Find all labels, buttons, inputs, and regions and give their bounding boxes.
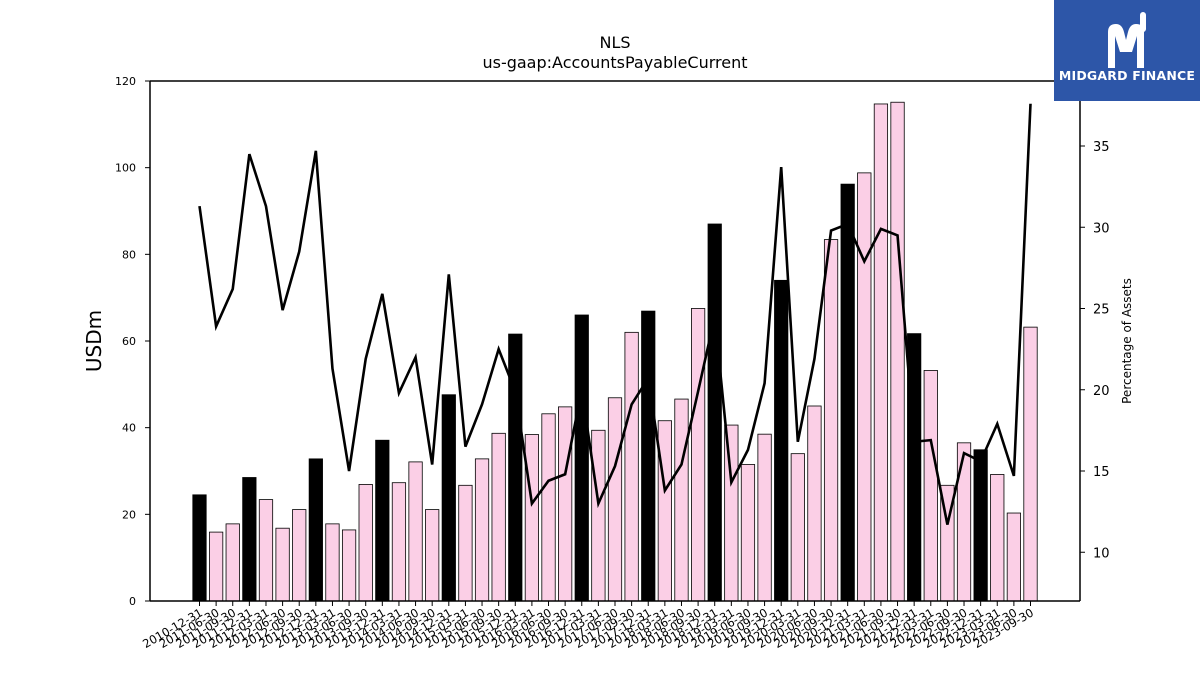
bar	[574, 314, 589, 602]
bar	[624, 331, 639, 602]
y2-tick-label: 15	[1093, 465, 1110, 480]
bar	[375, 439, 390, 602]
bar	[1023, 326, 1038, 602]
bar	[607, 397, 623, 602]
bar	[242, 477, 257, 602]
bar	[391, 482, 407, 602]
bar	[491, 432, 506, 602]
y2-tick-label: 10	[1093, 546, 1110, 561]
bar	[990, 474, 1005, 602]
chart-title: NLS	[599, 33, 630, 52]
bar	[508, 333, 523, 602]
bar	[757, 433, 772, 602]
y-tick-label: 80	[122, 248, 136, 261]
bar	[358, 484, 373, 602]
bar	[209, 531, 224, 602]
bar	[691, 308, 706, 602]
y-tick-label: 0	[129, 595, 136, 608]
y-tick-label: 60	[122, 335, 136, 348]
y-tick-label: 40	[122, 422, 136, 435]
bar	[807, 405, 822, 602]
brand-logo: MIDGARD FINANCE	[1054, 0, 1200, 101]
bar	[524, 434, 540, 602]
y2-tick-label: 30	[1093, 221, 1110, 236]
bar	[292, 509, 307, 602]
bar	[441, 394, 456, 602]
bar	[857, 172, 872, 602]
bar	[591, 429, 606, 602]
bar	[790, 453, 805, 602]
bar	[657, 420, 672, 602]
bar	[192, 494, 207, 602]
bar	[541, 413, 556, 602]
bar	[973, 449, 988, 602]
bar	[1006, 512, 1021, 602]
bar	[674, 398, 689, 602]
bar	[258, 499, 274, 602]
bar	[641, 310, 656, 602]
bar	[823, 239, 839, 602]
y2-axis-label: Percentage of Assets	[1120, 278, 1134, 404]
logo-text: MIDGARD FINANCE	[1058, 68, 1196, 83]
bar	[325, 523, 340, 602]
y2-tick-label: 35	[1093, 140, 1110, 155]
y-axis-label: USDm	[82, 310, 106, 372]
bar	[558, 406, 573, 602]
bar	[408, 461, 423, 602]
line-series-percentage-of-assets	[198, 103, 1032, 525]
bar	[840, 183, 855, 602]
bar	[308, 458, 323, 602]
bar	[774, 279, 789, 602]
bar	[341, 529, 357, 602]
bar	[275, 527, 290, 602]
y-tick-label: 120	[115, 75, 136, 88]
bar	[740, 464, 756, 602]
plot-area: 0204060801001201015202530352010-12-31201…	[115, 75, 1110, 651]
bar	[923, 370, 938, 602]
bar	[724, 424, 739, 602]
chart-subtitle: us-gaap:AccountsPayableCurrent	[482, 53, 747, 72]
bar	[873, 103, 889, 602]
y2-tick-label: 20	[1093, 384, 1110, 399]
logo-mark-icon	[1108, 12, 1146, 68]
bar	[225, 523, 240, 602]
bar	[425, 509, 440, 602]
bar	[890, 101, 905, 602]
y2-tick-label: 25	[1093, 303, 1110, 318]
y-tick-label: 20	[122, 508, 136, 521]
bar	[956, 442, 972, 602]
bar	[458, 484, 473, 602]
bar	[474, 458, 490, 602]
bar	[707, 223, 722, 602]
y-tick-label: 100	[115, 162, 136, 175]
